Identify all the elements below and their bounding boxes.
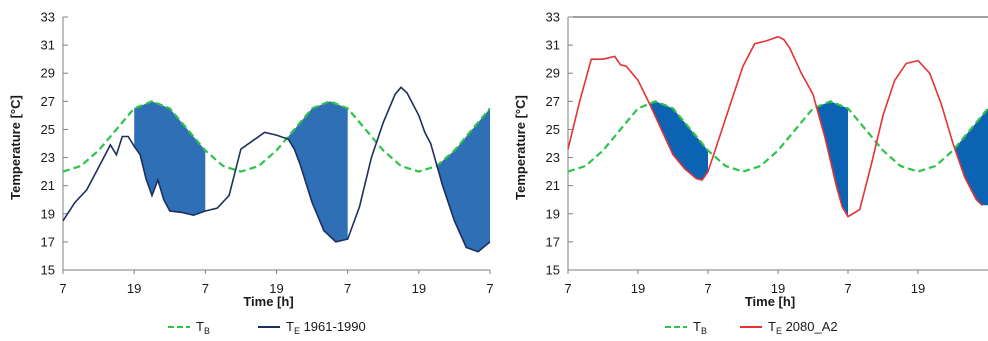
x-tick-label: 7 bbox=[564, 281, 571, 296]
y-tick-label: 23 bbox=[41, 150, 55, 165]
series-tb-line bbox=[567, 100, 988, 173]
series-te-line bbox=[62, 86, 491, 253]
x-tick-label: 19 bbox=[771, 281, 785, 296]
legend: TB TE 1961-1990 bbox=[168, 319, 366, 336]
chart-1: 15 17 19 21 23 25 27 29 31 33 7 19 7 19 7 19 7 Time [h] Te… bbox=[8, 10, 494, 337]
x-tick-label: 19 bbox=[269, 281, 283, 296]
legend-te-label: TE 2080_A2 bbox=[768, 319, 838, 336]
y-tick-label: 27 bbox=[546, 94, 560, 109]
legend-tb-label: TB bbox=[196, 319, 210, 336]
y-tick-label: 23 bbox=[546, 150, 560, 165]
x-tick-label: 19 bbox=[127, 281, 141, 296]
shaded-area bbox=[918, 108, 988, 206]
y-axis-label: Temperature [°C] bbox=[513, 95, 528, 200]
y-axis-label: Temperature [°C] bbox=[8, 95, 23, 200]
legend-tb-label: TB bbox=[693, 319, 707, 336]
y-tick-label: 25 bbox=[41, 122, 55, 137]
y-tick-label: 21 bbox=[41, 178, 55, 193]
y-tick-label: 31 bbox=[546, 38, 560, 53]
y-tick-label: 19 bbox=[546, 206, 560, 221]
shaded-area bbox=[638, 101, 708, 180]
x-axis-label: Time [h] bbox=[745, 294, 795, 309]
x-tick-label: 7 bbox=[202, 281, 209, 296]
y-tick-label: 29 bbox=[41, 66, 55, 81]
y-tick-label: 15 bbox=[41, 263, 55, 278]
x-axis-label: Time [h] bbox=[243, 294, 293, 309]
series-tb-line bbox=[62, 100, 491, 173]
y-tick-label: 25 bbox=[546, 122, 560, 137]
x-tick-label: 7 bbox=[59, 281, 66, 296]
y-tick-label: 19 bbox=[41, 206, 55, 221]
y-tick-label: 29 bbox=[546, 66, 560, 81]
shaded-area bbox=[134, 101, 206, 216]
x-tick-label: 19 bbox=[911, 281, 925, 296]
shaded-area bbox=[778, 101, 848, 217]
legend: TB TE 2080_A2 bbox=[665, 319, 838, 336]
legend-te-label: TE 1961-1990 bbox=[286, 319, 366, 336]
y-tick-label: 31 bbox=[41, 38, 55, 53]
x-tick-label: 7 bbox=[844, 281, 851, 296]
y-tick-label: 27 bbox=[41, 94, 55, 109]
y-tick-label: 21 bbox=[546, 178, 560, 193]
y-tick-label: 17 bbox=[41, 234, 55, 249]
x-tick-label: 7 bbox=[344, 281, 351, 296]
x-tick-label: 7 bbox=[486, 281, 493, 296]
x-tick-label: 19 bbox=[412, 281, 426, 296]
y-tick-label: 15 bbox=[546, 263, 560, 278]
x-tick-label: 19 bbox=[631, 281, 645, 296]
y-tick-label: 33 bbox=[41, 10, 55, 25]
series-te-line bbox=[567, 35, 983, 218]
y-tick-label: 17 bbox=[546, 234, 560, 249]
x-tick-label: 7 bbox=[704, 281, 711, 296]
shaded-area bbox=[418, 108, 490, 252]
shaded-area bbox=[276, 101, 348, 242]
y-tick-label: 33 bbox=[546, 10, 560, 25]
